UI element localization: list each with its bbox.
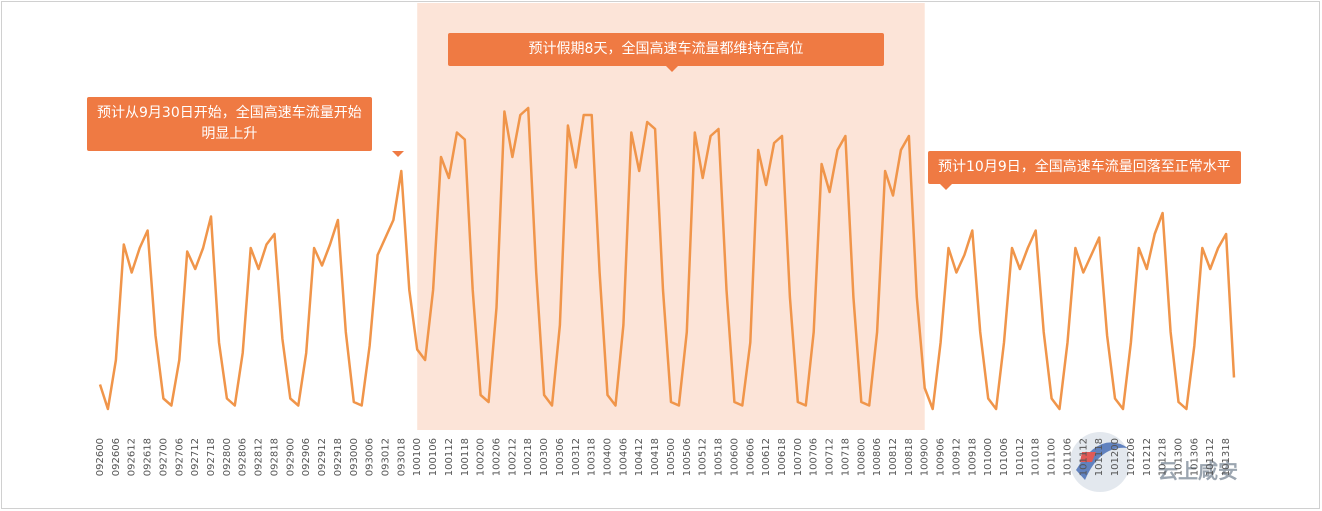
x-tick-label: 100318 (587, 438, 598, 476)
x-tick-label: 100300 (539, 438, 550, 476)
x-tick-label: 092600 (95, 438, 106, 476)
x-tick-label: 100900 (920, 438, 931, 476)
x-tick-label: 101312 (1205, 438, 1216, 476)
callout-line: 预计假期8天，全国高速车流量都维持在高位 (528, 41, 804, 57)
x-tick-label: 101300 (1173, 438, 1184, 476)
x-tick-label: 101212 (1142, 438, 1153, 476)
x-tick-label: 101100 (1047, 438, 1058, 476)
x-tick-label: 101000 (983, 438, 994, 476)
x-tick-label: 100918 (967, 438, 978, 476)
x-tick-label: 100418 (650, 438, 661, 476)
x-tick-label: 100800 (856, 438, 867, 476)
callout: 预计假期8天，全国高速车流量都维持在高位 (448, 33, 884, 72)
x-tick-label: 093006 (365, 438, 376, 476)
x-tick-label: 100706 (809, 438, 820, 476)
x-tick-label: 092712 (190, 438, 201, 476)
x-tick-label: 101006 (999, 438, 1010, 476)
x-tick-label: 101112 (1078, 438, 1089, 476)
x-tick-label: 101012 (1015, 438, 1026, 476)
callout-line: 明显上升 (201, 126, 258, 142)
x-tick-label: 092818 (269, 438, 280, 476)
x-tick-label: 093018 (396, 438, 407, 476)
x-tick-label: 100218 (523, 438, 534, 476)
x-tick-label: 100500 (666, 438, 677, 476)
callout: 预计10月9日，全国高速车流量回落至正常水平 (928, 151, 1241, 190)
x-tick-label: 092906 (301, 438, 312, 476)
x-tick-label: 092718 (206, 438, 217, 476)
x-tick-label: 101206 (1126, 438, 1137, 476)
x-tick-label: 101018 (1031, 438, 1042, 476)
x-tick-label: 093012 (380, 438, 391, 476)
x-tick-label: 100818 (904, 438, 915, 476)
x-tick-label: 100712 (825, 438, 836, 476)
x-tick-label: 092900 (285, 438, 296, 476)
x-tick-label: 100106 (428, 438, 439, 476)
x-tick-label: 100206 (492, 438, 503, 476)
x-tick-label: 100112 (444, 438, 455, 476)
x-tick-label: 100812 (888, 438, 899, 476)
x-tick-label: 100512 (698, 438, 709, 476)
x-tick-label: 100212 (507, 438, 518, 476)
x-tick-label: 100518 (714, 438, 725, 476)
x-tick-label: 100118 (460, 438, 471, 476)
traffic-line (98, 106, 1236, 411)
x-tick-label: 100412 (634, 438, 645, 476)
x-tick-label: 101200 (1110, 438, 1121, 476)
x-tick-label: 092918 (333, 438, 344, 476)
callout-line: 预计从9月30日开始，全国高速车流量开始 (97, 105, 362, 121)
x-tick-label: 101306 (1189, 438, 1200, 476)
x-tick-label: 101218 (1158, 438, 1169, 476)
x-tick-label: 100618 (777, 438, 788, 476)
holiday-band (417, 3, 925, 430)
x-tick-label: 092912 (317, 438, 328, 476)
x-tick-label: 100906 (936, 438, 947, 476)
x-tick-label: 100718 (840, 438, 851, 476)
x-tick-label: 092618 (143, 438, 154, 476)
x-tick-label: 100506 (682, 438, 693, 476)
x-tick-label: 093000 (349, 438, 360, 476)
x-tick-label: 100312 (571, 438, 582, 476)
x-tick-label: 101106 (1062, 438, 1073, 476)
x-tick-label: 100600 (729, 438, 740, 476)
watermark: 云上咸安 (1158, 459, 1238, 483)
x-tick-label: 092606 (111, 438, 122, 476)
x-tick-label: 092612 (127, 438, 138, 476)
x-tick-label: 092806 (238, 438, 249, 476)
x-tick-label: 092800 (222, 438, 233, 476)
logo (1070, 432, 1130, 492)
x-tick-label: 092700 (158, 438, 169, 476)
x-tick-label: 101318 (1221, 438, 1232, 476)
x-tick-label: 100912 (951, 438, 962, 476)
x-tick-label: 092812 (254, 438, 265, 476)
x-tick-label: 100406 (618, 438, 629, 476)
x-tick-label: 100306 (555, 438, 566, 476)
x-tick-label: 101118 (1094, 438, 1105, 476)
callout-line: 预计10月9日，全国高速车流量回落至正常水平 (938, 159, 1231, 175)
x-tick-label: 100200 (476, 438, 487, 476)
x-tick-label: 100100 (412, 438, 423, 476)
x-tick-label: 100806 (872, 438, 883, 476)
callout: 预计从9月30日开始，全国高速车流量开始 明显上升 (87, 97, 404, 157)
x-tick-label: 100612 (761, 438, 772, 476)
x-tick-label: 100606 (745, 438, 756, 476)
x-tick-label: 100700 (793, 438, 804, 476)
x-tick-label: 092706 (174, 438, 185, 476)
x-tick-label: 100400 (603, 438, 614, 476)
